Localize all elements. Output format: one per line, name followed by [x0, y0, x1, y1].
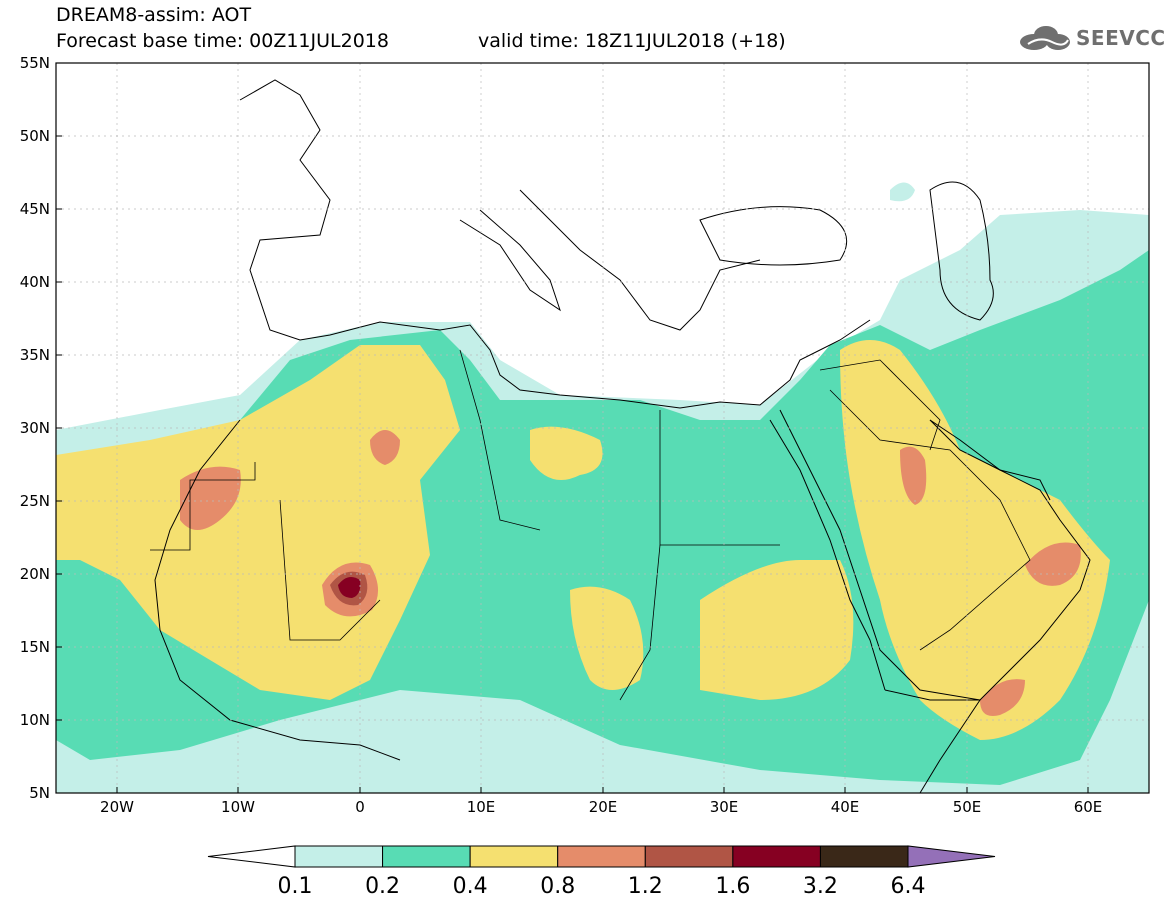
- coast-balkans: [519, 189, 761, 331]
- border-iraq-iran: [819, 359, 941, 451]
- cloud-icon: [1020, 26, 1070, 50]
- map-title: DREAM8-assim: AOT: [56, 4, 252, 26]
- lat-labels: 55N 50N 45N 40N 35N 30N 25N 20N 15N 10N …: [20, 54, 50, 802]
- colorbar-label: 1.6: [715, 874, 750, 899]
- colorbar-label: 1.2: [628, 874, 663, 899]
- aot-band-0.8-f: [980, 679, 1025, 716]
- aot-fill-layers: [56, 182, 1149, 793]
- colorbar-label: 0.8: [540, 874, 575, 899]
- aot-band-0.8-e: [1025, 542, 1081, 586]
- border-saudi: [829, 389, 1031, 651]
- coast-europe-africa: [239, 79, 871, 409]
- lon-label: 40E: [831, 798, 860, 816]
- axis-ticks: [56, 62, 1089, 794]
- aot-band-0.4-arabia: [840, 340, 1110, 740]
- lat-label: 30N: [20, 419, 50, 437]
- forecast-base-time: Forecast base time: 00Z11JUL2018: [56, 30, 389, 52]
- coast-red-sea: [769, 419, 886, 691]
- colorbar-labels: 0.1 0.2 0.4 0.8 1.2 1.6 3.2 6.4: [278, 874, 926, 899]
- lat-label: 25N: [20, 492, 50, 510]
- lon-label: 50E: [953, 798, 982, 816]
- border-mali: [279, 499, 381, 641]
- lat-label: 45N: [20, 200, 50, 218]
- lon-labels: 20W 10W 0 10E 20E 30E 40E 50E 60E: [100, 798, 1102, 816]
- country-borders: [150, 349, 1031, 701]
- colorbar: [207, 845, 996, 868]
- colorbar-swatch: [732, 845, 821, 868]
- colorbar-swatch: [382, 845, 471, 868]
- border-western-sahara: [150, 462, 256, 551]
- colorbar-label: 0.4: [453, 874, 488, 899]
- border-sudan: [619, 544, 661, 701]
- lat-label: 20N: [20, 565, 50, 583]
- lon-label: 60E: [1074, 798, 1103, 816]
- logo-text: SEEVCCC: [1076, 26, 1165, 50]
- colorbar-label: 6.4: [891, 874, 926, 899]
- colorbar-max-arrow: [907, 845, 996, 868]
- colorbar-swatch: [644, 845, 734, 868]
- colorbar-swatch: [557, 845, 646, 868]
- lon-label: 10W: [221, 798, 255, 816]
- lat-label: 15N: [20, 638, 50, 656]
- aot-band-0.1-caspian: [890, 182, 915, 202]
- coast-arabia: [779, 409, 1091, 701]
- lon-label: 20W: [100, 798, 134, 816]
- lon-label: 30E: [710, 798, 739, 816]
- aot-band-0.8-b: [370, 430, 400, 465]
- coast-italy: [459, 209, 561, 312]
- coast-persian-gulf: [929, 419, 1051, 501]
- valid-time: valid time: 18Z11JUL2018 (+18): [478, 30, 786, 52]
- aot-band-0.4-sudan: [700, 560, 854, 700]
- colorbar-label: 0.1: [278, 874, 313, 899]
- lon-label: 20E: [589, 798, 618, 816]
- coast-west-africa: [154, 419, 401, 761]
- coastlines: [154, 79, 1091, 793]
- lon-label: 10E: [467, 798, 496, 816]
- colorbar-swatch: [294, 845, 384, 868]
- coast-blacksea: [699, 206, 848, 266]
- border-algeria-libya: [459, 349, 541, 531]
- coast-caspian: [929, 181, 994, 321]
- aot-band-0.8-a: [180, 466, 241, 530]
- coast-horn: [884, 689, 981, 793]
- aot-band-0.4-libya: [530, 426, 603, 480]
- lat-label: 35N: [20, 346, 50, 364]
- colorbar-swatch: [469, 845, 559, 868]
- lat-label: 10N: [20, 711, 50, 729]
- lat-label: 5N: [29, 784, 50, 802]
- lat-label: 40N: [20, 273, 50, 291]
- seevccc-logo: SEEVCCC: [1018, 24, 1165, 52]
- colorbar-swatch: [819, 845, 909, 868]
- colorbar-min-arrow: [207, 845, 296, 868]
- lat-label: 50N: [20, 127, 50, 145]
- gridlines: [56, 63, 1149, 793]
- colorbar-label: 0.2: [365, 874, 400, 899]
- aot-band-0.4-chad: [570, 586, 644, 690]
- aot-band-0.8-d: [900, 446, 927, 505]
- colorbar-label: 3.2: [803, 874, 838, 899]
- aot-band-1.6: [338, 576, 361, 598]
- lon-label: 0: [355, 798, 365, 816]
- lat-label: 55N: [20, 54, 50, 72]
